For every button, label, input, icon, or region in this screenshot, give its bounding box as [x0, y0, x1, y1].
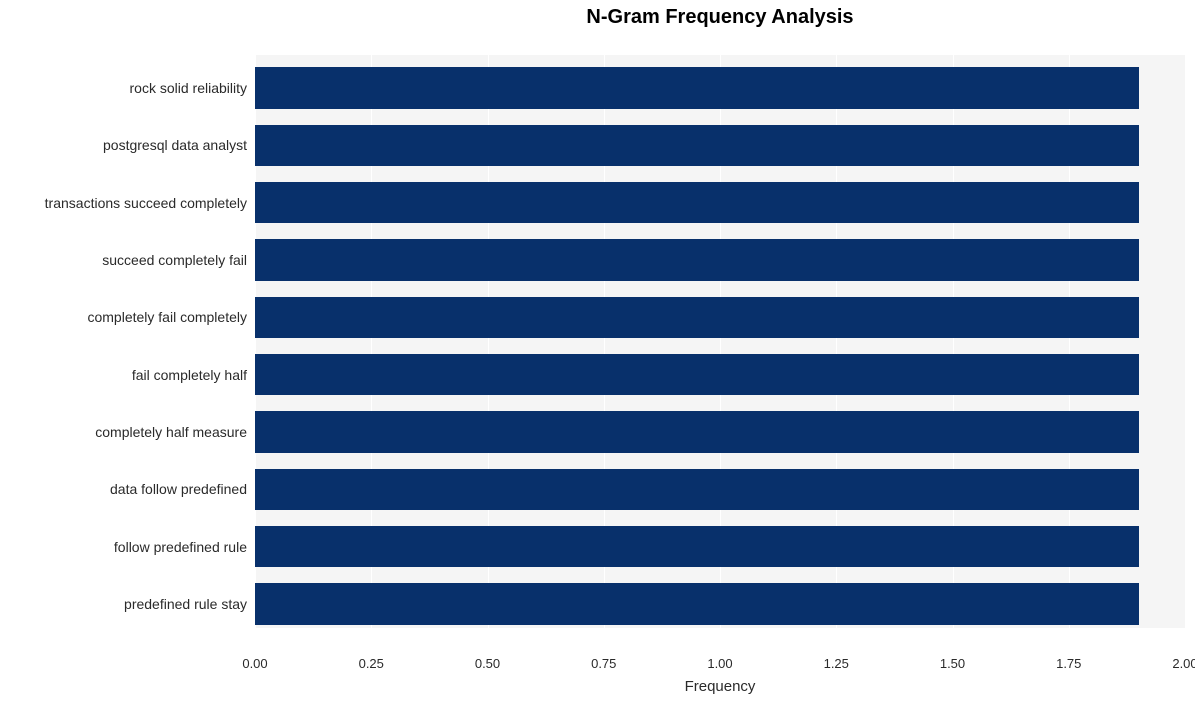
bar-row — [255, 239, 1185, 280]
bar-row — [255, 125, 1185, 166]
bar — [255, 125, 1139, 166]
y-tick-label: predefined rule stay — [124, 596, 247, 612]
bar-row — [255, 182, 1185, 223]
chart-title: N-Gram Frequency Analysis — [255, 6, 1185, 29]
x-tick-label: 0.50 — [475, 656, 500, 671]
bar — [255, 67, 1139, 108]
bar-row — [255, 411, 1185, 452]
bar-row — [255, 526, 1185, 567]
x-axis-label: Frequency — [255, 678, 1185, 695]
y-tick-label: transactions succeed completely — [45, 195, 247, 211]
bars-region — [255, 42, 1185, 650]
bar-row — [255, 469, 1185, 510]
bar — [255, 411, 1139, 452]
bar — [255, 354, 1139, 395]
x-tick-label: 0.75 — [591, 656, 616, 671]
bar — [255, 239, 1139, 280]
x-tick-label: 1.00 — [707, 656, 732, 671]
x-tick-label: 1.25 — [824, 656, 849, 671]
ngram-chart: N-Gram Frequency Analysis rock solid rel… — [0, 6, 1195, 29]
bar-row — [255, 583, 1185, 624]
bar-row — [255, 67, 1185, 108]
y-tick-label: completely half measure — [95, 424, 247, 440]
bar-row — [255, 297, 1185, 338]
y-tick-label: completely fail completely — [87, 309, 247, 325]
x-tick-label: 0.25 — [359, 656, 384, 671]
y-tick-label: follow predefined rule — [114, 539, 247, 555]
y-tick-label: fail completely half — [132, 367, 247, 383]
bar — [255, 182, 1139, 223]
bar-row — [255, 354, 1185, 395]
x-tick-label: 1.50 — [940, 656, 965, 671]
plot-area — [255, 42, 1185, 650]
x-tick-label: 2.00 — [1172, 656, 1195, 671]
bar — [255, 583, 1139, 624]
y-tick-label: rock solid reliability — [130, 80, 247, 96]
grid-line — [1185, 42, 1186, 650]
bar — [255, 526, 1139, 567]
x-tick-label: 0.00 — [242, 656, 267, 671]
y-tick-label: succeed completely fail — [102, 252, 247, 268]
x-tick-label: 1.75 — [1056, 656, 1081, 671]
bar — [255, 297, 1139, 338]
bar — [255, 469, 1139, 510]
y-tick-label: postgresql data analyst — [103, 137, 247, 153]
y-tick-label: data follow predefined — [110, 481, 247, 497]
